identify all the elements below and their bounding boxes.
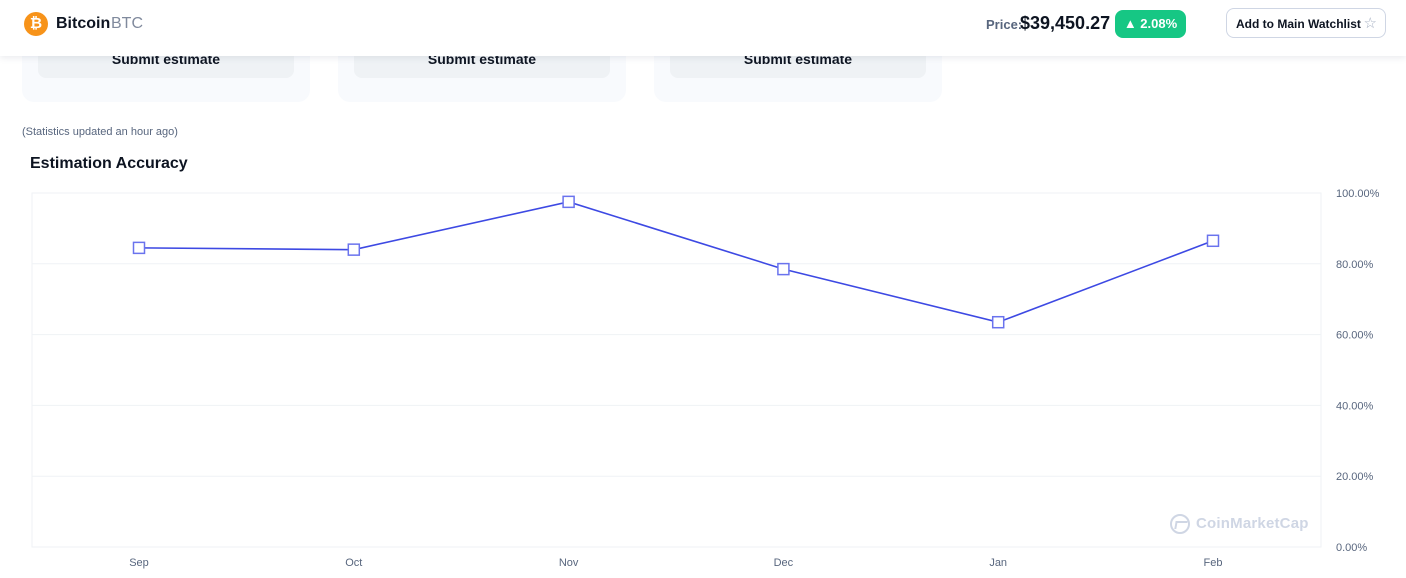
y-tick-label: 60.00% (1336, 330, 1374, 342)
data-point-marker (347, 243, 361, 256)
data-point-marker (777, 262, 790, 276)
statistics-note: (Statistics updated an hour ago) (22, 126, 178, 138)
data-point-marker (132, 241, 146, 255)
watchlist-button-label: Add to Main Watchlist (1236, 17, 1361, 31)
coin-symbol: BTC (111, 15, 143, 32)
watermark-text: CoinMarketCap (1196, 514, 1309, 532)
accuracy-line (138, 201, 1214, 324)
estimation-accuracy-chart: 0.00% 20.00% 40.00% 60.00% 80.00% 100.00% Sep O… (31, 188, 1380, 569)
x-tick-label: Oct (345, 557, 362, 569)
coinmarketcap-logo-icon (1170, 514, 1190, 534)
x-tick-label: Dec (774, 557, 794, 569)
x-tick-label: Sep (129, 557, 149, 569)
x-tick-label: Nov (559, 557, 579, 569)
bitcoin-icon: ₿ (24, 12, 48, 36)
add-to-watchlist-button[interactable]: Add to Main Watchlist ☆ (1226, 8, 1386, 38)
x-tick-label: Feb (1204, 557, 1223, 569)
y-tick-label: 20.00% (1336, 471, 1374, 483)
price-change-badge: ▲ 2.08% (1115, 10, 1186, 38)
data-point-marker (1206, 234, 1220, 248)
y-tick-label: 80.00% (1336, 259, 1374, 271)
price-value: $39,450.27 (1020, 13, 1111, 33)
x-tick-label: Jan (989, 557, 1007, 569)
estimation-accuracy-title: Estimation Accuracy (30, 155, 188, 172)
data-point-marker (562, 195, 575, 209)
y-tick-label: 40.00% (1336, 400, 1374, 412)
price-label: Price: (986, 17, 1023, 32)
star-icon: ☆ (1363, 15, 1377, 32)
top-bar: ₿ Bitcoin BTC Price: $39,450.27 ▲ 2.08% … (0, 0, 1406, 56)
y-tick-label: 100.00% (1336, 188, 1380, 200)
coin-name: Bitcoin (56, 15, 111, 32)
plot-area (31, 192, 1322, 548)
coinmarketcap-watermark: CoinMarketCap (1170, 514, 1309, 534)
data-point-marker (991, 315, 1005, 329)
y-tick-label: 0.00% (1336, 542, 1367, 554)
